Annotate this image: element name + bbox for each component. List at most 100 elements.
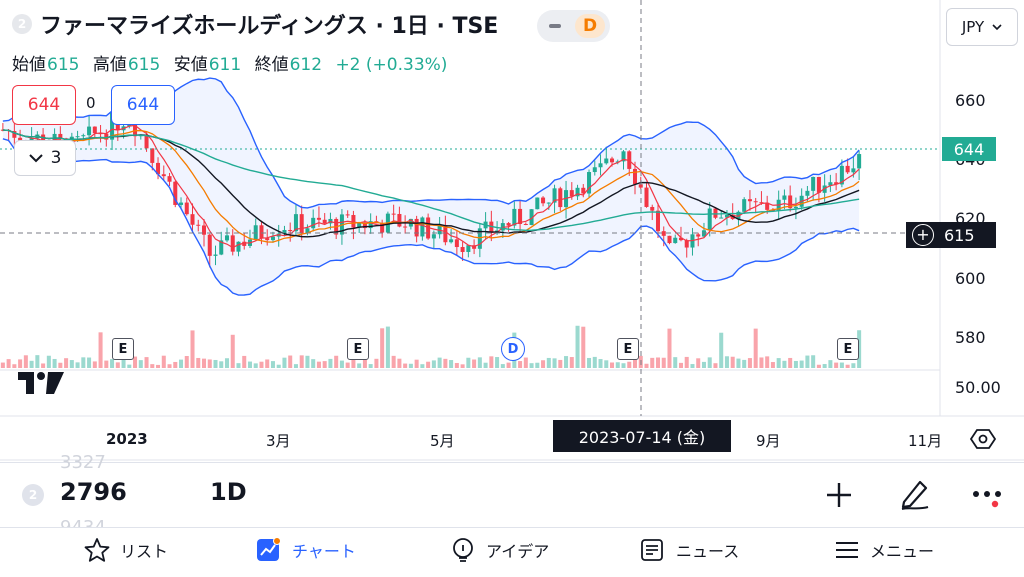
volume-bar <box>288 355 293 368</box>
earnings-marker[interactable]: E <box>837 338 859 360</box>
toggle-label: D <box>575 14 605 38</box>
volume-bar <box>98 332 103 368</box>
volume-bar <box>742 359 747 368</box>
volume-bar <box>454 362 459 368</box>
candle-body <box>541 197 546 204</box>
volume-bar <box>253 363 258 368</box>
volume-bar <box>655 357 661 368</box>
indicator-blue-value[interactable]: 644 <box>111 85 175 125</box>
high-value: 615 <box>127 55 161 75</box>
plus-icon[interactable] <box>824 480 854 510</box>
volume-bar <box>334 355 339 368</box>
candle-body <box>293 214 298 232</box>
volume-bar <box>477 357 482 368</box>
indicator-red-value[interactable]: 644 <box>12 85 76 125</box>
add-alert-icon[interactable]: + <box>912 224 934 246</box>
chevron-down-icon <box>992 23 1002 30</box>
nav-item-chart[interactable]: チャート <box>256 537 356 563</box>
candle-body <box>420 217 425 237</box>
volume-bar <box>431 360 436 368</box>
candle-body <box>449 239 454 243</box>
open-value: 615 <box>47 55 80 75</box>
volume-bar <box>41 363 46 368</box>
time-label: 2023 <box>106 430 148 448</box>
volume-bar <box>408 363 413 368</box>
last-price-tag: 644 <box>942 137 996 161</box>
volume-bar <box>265 359 270 368</box>
currency-select[interactable]: JPY <box>946 8 1018 46</box>
candle-body <box>828 182 833 186</box>
candle-body <box>161 174 166 177</box>
volume-bar <box>799 360 804 368</box>
candle-body <box>207 234 212 256</box>
chart-title[interactable]: 2 ファーマライズホールディングス · 1日 · TSE <box>12 8 498 40</box>
volume-bar <box>753 328 758 368</box>
volume-bar <box>472 359 477 368</box>
chart-settings-icon[interactable] <box>970 428 996 450</box>
volume-bar <box>696 358 701 368</box>
candle-body <box>219 240 224 255</box>
volume-bar <box>816 364 821 368</box>
volume-bar <box>529 363 534 368</box>
volume-bar <box>69 360 74 368</box>
symbol-code[interactable]: 2796 <box>60 478 127 506</box>
volume-bar <box>316 361 321 368</box>
volume-bar <box>857 330 862 368</box>
low-key: 安値 <box>173 55 208 75</box>
volume-bar <box>569 357 574 368</box>
candle-body <box>87 126 92 136</box>
candle-body <box>839 165 844 185</box>
price-chart[interactable] <box>0 0 1024 462</box>
volume-bar <box>156 364 161 368</box>
candle-body <box>604 158 609 164</box>
volume-bar <box>690 364 695 368</box>
candle-body <box>403 226 408 228</box>
candle-body <box>391 213 396 215</box>
candle-body <box>569 190 574 197</box>
volume-bar <box>207 359 212 368</box>
candle-body <box>742 199 747 212</box>
volume-bar <box>167 364 172 368</box>
nav-item-menu[interactable]: メニュー <box>834 537 934 563</box>
volume-bar <box>276 364 281 368</box>
nav-item-list[interactable]: リスト <box>84 537 168 563</box>
dividend-marker[interactable]: D <box>501 337 525 361</box>
candle-body <box>397 213 402 227</box>
time-label: 3月 <box>266 432 291 450</box>
previous-symbol-code[interactable]: 3327 <box>60 452 106 473</box>
volume-bar <box>632 355 638 368</box>
tradingview-logo[interactable] <box>18 370 66 396</box>
volume-bar <box>305 355 310 368</box>
crosshair-price-tag[interactable]: + 615 <box>906 222 996 248</box>
chevron-down-icon <box>28 154 43 163</box>
pen-icon[interactable] <box>896 476 932 512</box>
earnings-marker[interactable]: E <box>347 338 369 360</box>
session-toggle[interactable]: D <box>537 10 610 42</box>
candle-body <box>265 238 270 241</box>
candle-body <box>736 211 741 220</box>
earnings-marker[interactable]: E <box>112 338 134 360</box>
volume-bar <box>678 362 683 368</box>
volume-bar <box>546 357 551 368</box>
nav-label: チャート <box>292 542 356 561</box>
volume-bar <box>621 363 626 368</box>
interval-button[interactable]: 1D <box>210 478 247 506</box>
candle-body <box>242 241 247 246</box>
nav-item-ideas[interactable]: アイデア <box>450 537 549 563</box>
volume-bar <box>201 358 207 368</box>
nav-item-news[interactable]: ニュース <box>640 537 739 563</box>
earnings-marker[interactable]: E <box>617 338 639 360</box>
indicators-collapse-button[interactable]: 3 <box>14 140 76 176</box>
nav-label: アイデア <box>486 542 550 561</box>
candle-body <box>380 223 385 233</box>
more-dots-icon[interactable] <box>970 486 1004 510</box>
candle-body <box>414 218 419 237</box>
candle-body <box>535 197 540 210</box>
candle-body <box>638 184 643 188</box>
candle-body <box>253 225 258 240</box>
volume-bar <box>420 364 425 368</box>
open-key: 始値 <box>12 55 46 75</box>
candle-body <box>167 176 172 182</box>
close-value: 612 <box>289 55 323 75</box>
candle-body <box>81 135 86 137</box>
